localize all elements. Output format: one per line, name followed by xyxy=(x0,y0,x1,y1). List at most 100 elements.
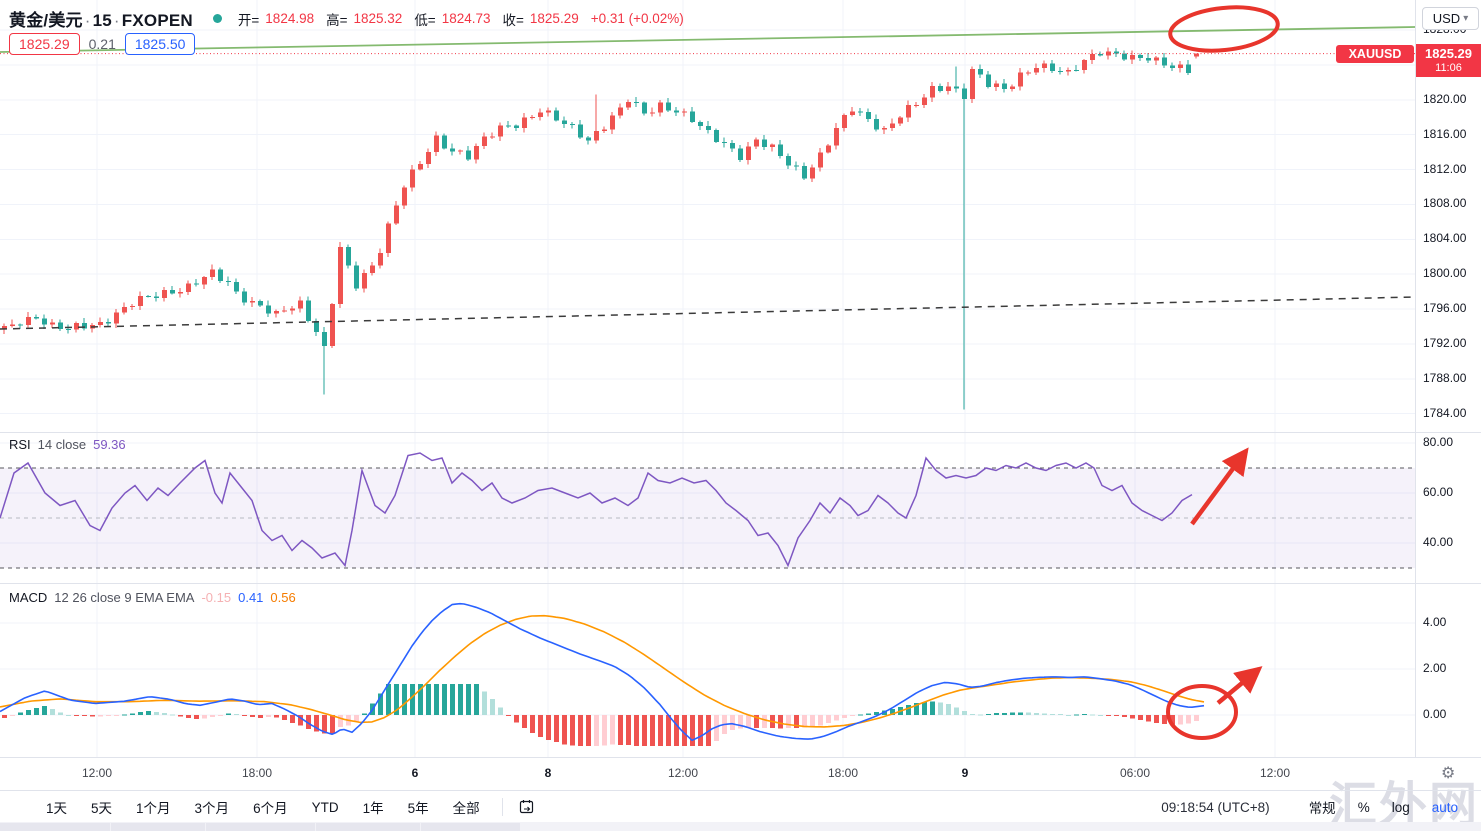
percent-scale-button[interactable]: % xyxy=(1357,799,1370,815)
rsi-value: 59.36 xyxy=(93,437,126,452)
price-axis-tick: 1812.00 xyxy=(1423,161,1467,176)
strip-segment xyxy=(316,823,420,831)
time-axis-label: 9 xyxy=(961,766,969,780)
ask-price-button[interactable]: 1825.50 xyxy=(124,33,196,55)
range-button-1[interactable]: 5天 xyxy=(91,801,113,816)
high-label: 高= xyxy=(326,12,348,28)
symbol-title[interactable]: 黄金/美元 · 15 · FXOPEN xyxy=(9,11,193,30)
annotation-arrow-rsi[interactable] xyxy=(1190,447,1249,526)
last-price-value: 1825.29 xyxy=(1425,45,1472,61)
green-trendline[interactable] xyxy=(0,26,1416,53)
time-axis-label: 8 xyxy=(544,766,552,780)
time-axis[interactable]: 12:00 18:00 6 8 12:00 18:00 9 06:00 12:00 xyxy=(0,757,1481,791)
open-value: 1824.98 xyxy=(265,11,315,26)
symbol-price-label: XAUUSD xyxy=(1336,44,1414,63)
dashed-trendline[interactable] xyxy=(0,296,1416,330)
scale-style-button[interactable]: 常规 xyxy=(1308,801,1336,816)
macd-axis-tick: 0.00 xyxy=(1423,707,1447,721)
annotation-ellipse-price[interactable] xyxy=(1168,2,1280,55)
rsi-axis-tick: 60.00 xyxy=(1423,485,1454,499)
last-price-time: 11:06 xyxy=(1435,61,1462,74)
log-scale-button[interactable]: log xyxy=(1391,799,1410,815)
price-axis-column[interactable]: 1828.001820.001816.001812.001808.001804.… xyxy=(1415,0,1481,757)
range-button-0[interactable]: 1天 xyxy=(46,801,68,816)
time-axis-label: 12:00 xyxy=(1259,766,1291,780)
macd-signal-line xyxy=(0,614,1205,728)
macd-params: 12 26 close 9 EMA EMA xyxy=(54,590,195,605)
macd-axis-tick: 4.00 xyxy=(1423,615,1447,629)
range-selector: 1天 5天 1个月 3个月 6个月 YTD 1年 5年 全部 xyxy=(0,793,492,821)
macd-main-line xyxy=(0,602,1205,742)
grid-lines xyxy=(0,0,1415,757)
bottom-scroll-strip xyxy=(0,822,1481,831)
annotation-arrow-macd[interactable] xyxy=(1216,666,1263,705)
price-axis-tick: 1800.00 xyxy=(1423,266,1467,281)
time-axis-label: 12:00 xyxy=(81,766,113,780)
macd-legend[interactable]: MACD 12 26 close 9 EMA EMA -0.15 0.41 0.… xyxy=(9,590,296,605)
toolbar-right: 09:18:54 (UTC+8) 常规 % log auto xyxy=(1161,793,1481,821)
range-button-4[interactable]: 6个月 xyxy=(253,801,288,816)
price-axis-tick: 1788.00 xyxy=(1423,370,1467,385)
range-button-5[interactable]: YTD xyxy=(311,799,339,815)
price-axis-tick: 1816.00 xyxy=(1423,126,1467,141)
low-label: 低= xyxy=(414,12,436,28)
time-axis-label: 18:00 xyxy=(241,766,273,780)
rsi-axis-tick: 80.00 xyxy=(1423,435,1454,449)
macd-line-value: 0.41 xyxy=(238,590,264,605)
rsi-legend[interactable]: RSI 14 close 59.36 xyxy=(9,437,126,452)
range-button-2[interactable]: 1个月 xyxy=(136,801,171,816)
macd-hist-value: -0.15 xyxy=(201,590,232,605)
rsi-line xyxy=(0,452,1193,568)
range-button-7[interactable]: 5年 xyxy=(407,801,429,816)
chart-canvas[interactable] xyxy=(0,0,1481,757)
gear-icon[interactable]: ⚙ xyxy=(1441,765,1456,782)
macd-signal-value: 0.56 xyxy=(270,590,296,605)
go-to-date-button[interactable] xyxy=(513,797,541,817)
range-button-3[interactable]: 3个月 xyxy=(194,801,230,816)
strip-segment xyxy=(206,823,315,831)
strip-segment xyxy=(421,823,520,831)
auto-scale-button[interactable]: auto xyxy=(1431,799,1458,815)
clock-display[interactable]: 09:18:54 (UTC+8) xyxy=(1161,799,1270,815)
spread-value: 0.21 xyxy=(88,36,116,52)
chevron-down-icon: ▾ xyxy=(1463,13,1469,24)
bottom-toolbar: 1天 5天 1个月 3个月 6个月 YTD 1年 5年 全部 09:18:54 (UTC+8) … xyxy=(0,790,1481,823)
market-status-icon xyxy=(212,14,222,23)
rsi-title: RSI xyxy=(9,437,31,452)
rsi-axis-tick: 40.00 xyxy=(1423,535,1454,549)
low-value: 1824.73 xyxy=(441,11,491,26)
open-label: 开= xyxy=(237,12,260,28)
range-button-8[interactable]: 全部 xyxy=(452,801,480,816)
change-value: +0.31 (+0.02%) xyxy=(590,11,684,26)
bid-ask-row: 1825.29 0.21 1825.50 xyxy=(9,33,196,55)
annotation-ellipse-macd[interactable] xyxy=(1166,684,1238,740)
time-axis-label: 12:00 xyxy=(667,766,699,780)
pane-divider-macd[interactable] xyxy=(0,583,1481,584)
close-label: 收= xyxy=(502,12,524,28)
macd-title: MACD xyxy=(9,590,48,605)
calendar-icon xyxy=(519,800,533,814)
price-axis-tick: 1804.00 xyxy=(1423,231,1467,246)
strip-segment xyxy=(0,823,110,831)
time-axis-label: 6 xyxy=(411,766,419,780)
candlestick-series xyxy=(2,47,1199,410)
bid-price-button[interactable]: 1825.29 xyxy=(9,33,80,55)
last-price-tag: 1825.29 11:06 xyxy=(1416,43,1481,77)
price-axis-tick: 1796.00 xyxy=(1423,301,1467,316)
price-axis-tick: 1808.00 xyxy=(1423,196,1467,211)
symbol-header: 黄金/美元 · 15 · FXOPEN 开= 1824.98 高= 1825.32 低= 18… xyxy=(9,6,690,31)
pane-divider-rsi[interactable] xyxy=(0,432,1481,433)
price-axis-tick: 1792.00 xyxy=(1423,335,1467,350)
price-axis-tick: 1784.00 xyxy=(1423,405,1467,420)
toolbar-divider xyxy=(501,798,503,816)
currency-dropdown[interactable]: USD ▾ xyxy=(1422,7,1479,30)
high-value: 1825.32 xyxy=(353,11,403,26)
range-button-6[interactable]: 1年 xyxy=(362,801,384,816)
macd-axis-tick: 2.00 xyxy=(1423,661,1447,675)
time-axis-label: 18:00 xyxy=(827,766,859,780)
time-axis-label: 06:00 xyxy=(1119,766,1151,780)
rsi-params: 14 close xyxy=(37,437,87,452)
strip-segment xyxy=(111,823,205,831)
price-axis-tick: 1820.00 xyxy=(1423,91,1467,106)
